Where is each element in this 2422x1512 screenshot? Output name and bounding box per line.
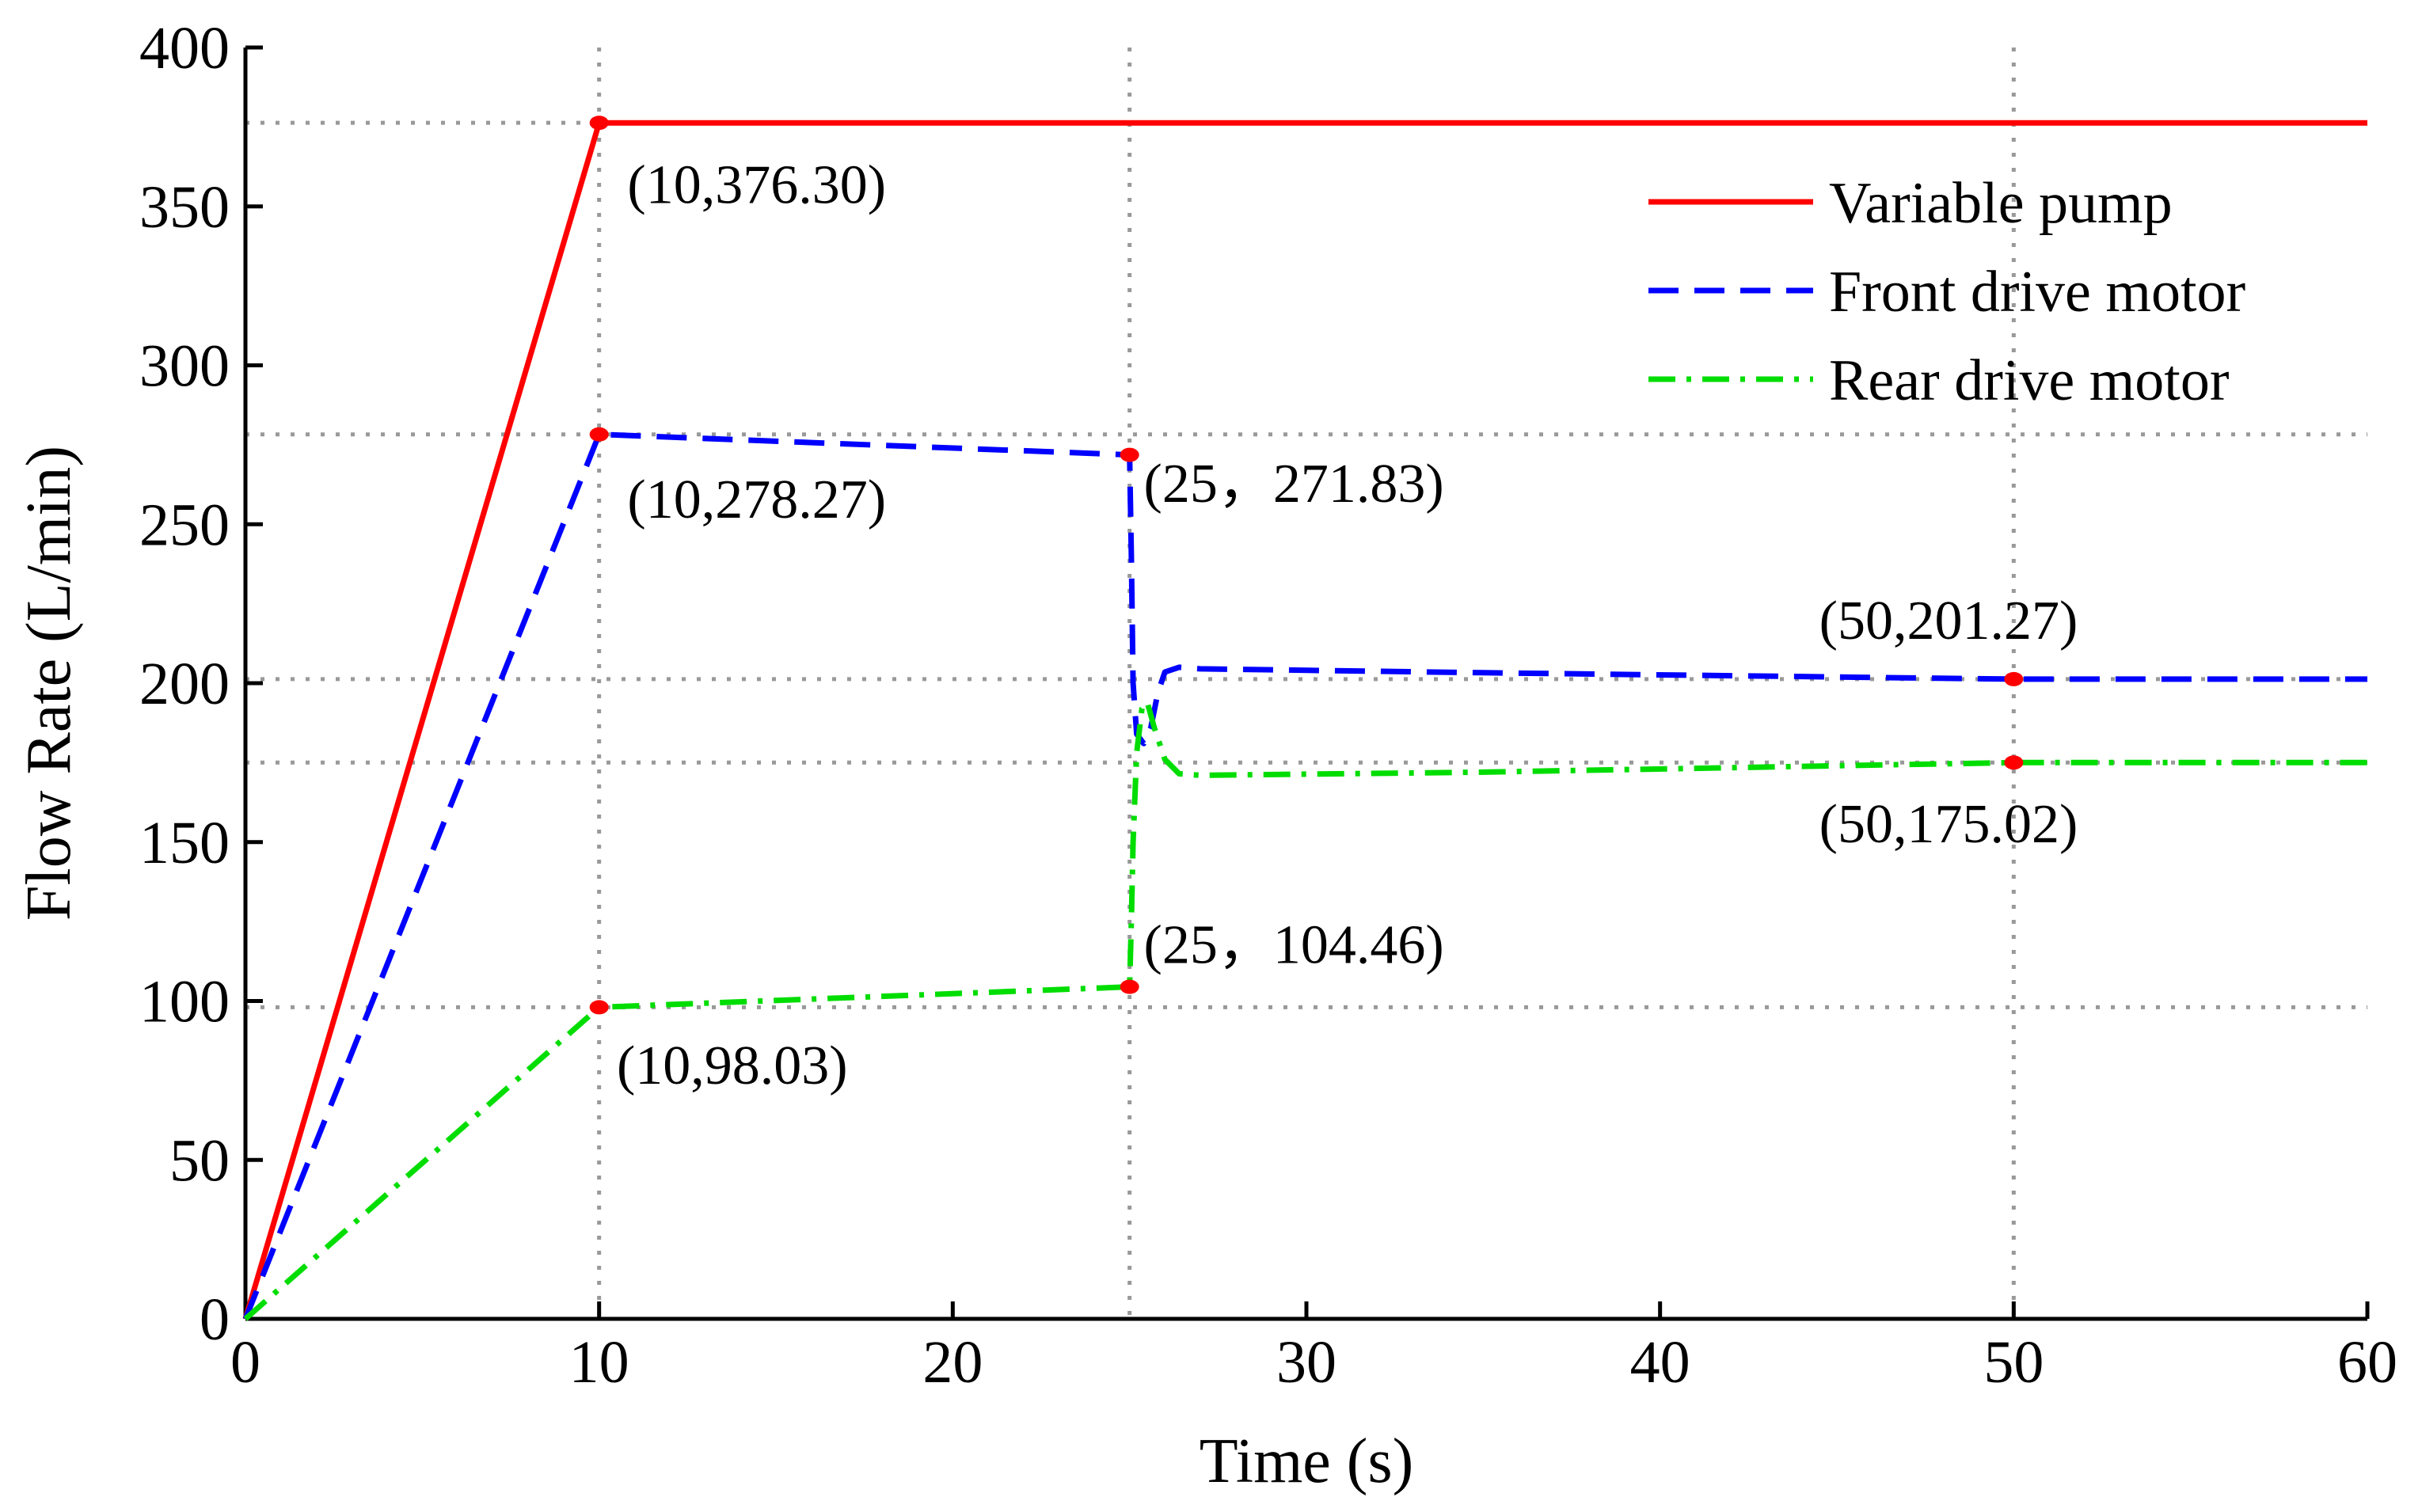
annotation-label: (10,376.30) [627,155,886,216]
legend-label-variable-pump: Variable pump [1829,171,2173,236]
y-tick-label-250: 250 [139,492,230,558]
x-tick-label-30: 30 [1276,1329,1336,1396]
data-point-marker [1120,979,1139,994]
x-tick-label-50: 50 [1983,1329,2044,1396]
series-line-rear-drive-motor [243,699,2367,1321]
y-tick-label-50: 50 [169,1127,230,1194]
data-point-marker [1120,447,1139,462]
annotation-label: (50,175.02) [1819,794,2078,855]
data-point-marker [589,1000,609,1015]
legend: Variable pump Front drive motor Rear drive… [1648,171,2245,413]
annotation-label: (25，271.83) [1144,454,1444,515]
x-tick-label-0: 0 [230,1329,260,1396]
y-tick-label-150: 150 [139,810,230,876]
series-line-front-drive-motor [242,431,2367,1320]
x-tick-label-40: 40 [1630,1329,1690,1396]
legend-label-front-drive-motor: Front drive motor [1829,260,2245,325]
data-point-marker [589,427,609,442]
annotation-label: (10,98.03) [617,1035,848,1096]
grid [245,47,2367,1319]
ticks: 0 10 20 30 40 50 60 0 50 100 150 200 250 300 350 400 [139,15,2397,1396]
data-markers [589,116,2024,1015]
y-tick-label-100: 100 [139,969,230,1035]
data-point-marker [2004,671,2024,686]
annotations: (10,376.30) (10,278.27) (10,98.03) (25，271.… [617,155,2078,1096]
y-tick-label-200: 200 [139,651,230,717]
x-tick-label-60: 60 [2337,1329,2397,1396]
x-axis-title: Time (s) [1200,1427,1413,1496]
annotation-label: (10,278.27) [627,469,886,530]
annotation-label: (25，104.46) [1144,914,1444,975]
y-axis-title: Flow Rate (L/min) [14,446,84,921]
data-point-marker [2004,755,2024,770]
y-tick-label-400: 400 [139,15,230,82]
data-point-marker [589,116,609,131]
x-tick-label-20: 20 [922,1329,983,1396]
y-tick-label-300: 300 [139,333,230,400]
legend-label-rear-drive-motor: Rear drive motor [1829,348,2230,413]
y-tick-label-350: 350 [139,174,230,241]
y-tick-label-0: 0 [200,1286,230,1353]
x-tick-label-10: 10 [569,1329,629,1396]
annotation-label: (50,201.27) [1819,591,2078,652]
